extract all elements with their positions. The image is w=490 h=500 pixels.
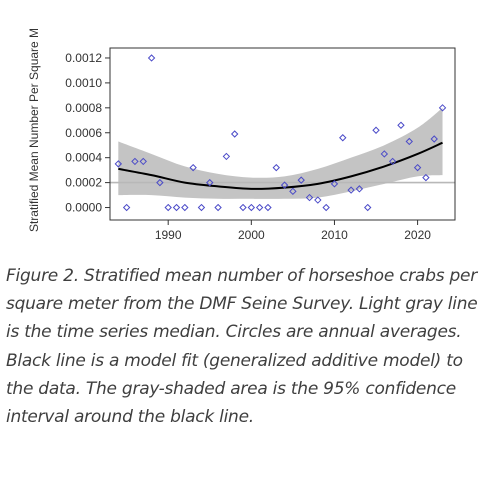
- data-point: [314, 196, 322, 204]
- data-point: [405, 137, 413, 146]
- confidence-band: [118, 107, 443, 199]
- data-point: [239, 203, 247, 212]
- data-point: [322, 203, 330, 212]
- y-axis-title: Stratified Mean Number Per Square M: [27, 28, 41, 232]
- data-point: [139, 157, 147, 166]
- y-tick-label: 0.0010: [65, 76, 102, 90]
- data-point: [272, 163, 280, 172]
- data-point: [347, 186, 355, 194]
- y-tick-label: 0.0000: [65, 201, 102, 215]
- data-point: [222, 152, 231, 161]
- y-tick-label: 0.0002: [65, 176, 102, 190]
- x-tick-label: 1990: [155, 228, 182, 242]
- data-point: [380, 150, 389, 158]
- data-point: [355, 185, 364, 193]
- x-tick-label: 2000: [238, 228, 265, 242]
- data-point: [164, 203, 172, 212]
- data-point: [264, 203, 272, 212]
- data-point: [131, 157, 139, 166]
- data-point: [114, 160, 123, 168]
- data-point: [289, 187, 297, 196]
- chart: 1990 2000 2010 2020 0.0000 0.0002 0.0004 0.000…: [27, 28, 456, 242]
- data-point: [305, 193, 314, 202]
- chart-svg: 1990 2000 2010 2020 0.0000 0.0002 0.0004 0.000…: [27, 28, 456, 242]
- data-point: [422, 173, 430, 182]
- data-point: [206, 178, 214, 187]
- data-point: [397, 121, 405, 129]
- data-point: [438, 104, 447, 112]
- data-point: [156, 178, 164, 187]
- plot-frame: [109, 47, 456, 221]
- data-point: [372, 126, 380, 134]
- data-point: [147, 54, 156, 62]
- data-point: [413, 163, 422, 172]
- y-tick-label: 0.0012: [65, 51, 102, 65]
- figure-caption: Figure 2. Stratified mean number of hors…: [6, 266, 478, 428]
- y-tick-label: 0.0008: [65, 101, 102, 115]
- x-tick-label: 2020: [404, 228, 431, 242]
- data-point: [280, 181, 289, 189]
- data-point: [330, 180, 339, 188]
- x-tick-label: 2010: [321, 228, 348, 242]
- data-point: [214, 203, 222, 212]
- data-point: [255, 203, 264, 212]
- data-point: [339, 134, 347, 142]
- data-point: [297, 176, 305, 184]
- data-point: [430, 135, 438, 143]
- data-point: [181, 203, 189, 212]
- data-point: [247, 203, 256, 212]
- data-point: [364, 203, 372, 212]
- data-point: [197, 203, 206, 212]
- y-tick-label: 0.0006: [65, 126, 102, 140]
- data-point: [189, 163, 197, 172]
- data-point: [230, 130, 239, 138]
- y-tick-label: 0.0004: [65, 151, 102, 165]
- data-point: [122, 203, 131, 212]
- data-point: [388, 157, 397, 166]
- data-point: [172, 203, 181, 212]
